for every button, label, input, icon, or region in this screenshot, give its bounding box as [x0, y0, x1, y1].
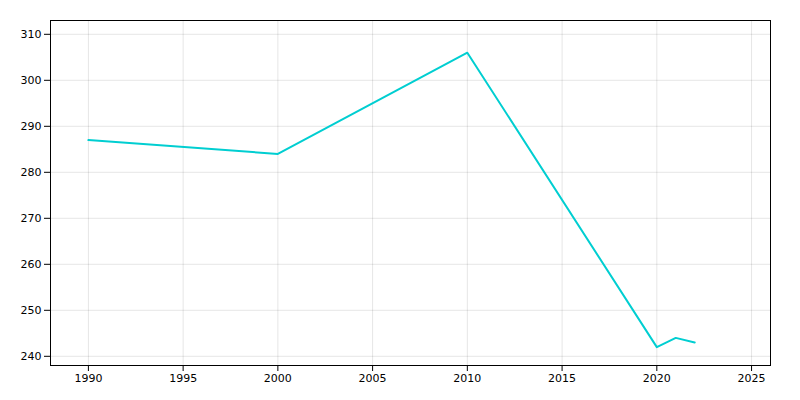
svg-text:270: 270: [21, 212, 42, 225]
svg-text:250: 250: [21, 304, 42, 317]
svg-text:300: 300: [21, 74, 42, 87]
svg-text:2025: 2025: [738, 372, 766, 385]
svg-text:1995: 1995: [169, 372, 197, 385]
svg-text:290: 290: [21, 120, 42, 133]
svg-text:2010: 2010: [453, 372, 481, 385]
svg-text:2005: 2005: [359, 372, 387, 385]
svg-text:2020: 2020: [643, 372, 671, 385]
svg-text:260: 260: [21, 258, 42, 271]
svg-text:1990: 1990: [74, 372, 102, 385]
svg-text:240: 240: [21, 350, 42, 363]
svg-text:2015: 2015: [548, 372, 576, 385]
svg-text:310: 310: [21, 28, 42, 41]
svg-text:2000: 2000: [264, 372, 292, 385]
svg-text:280: 280: [21, 166, 42, 179]
